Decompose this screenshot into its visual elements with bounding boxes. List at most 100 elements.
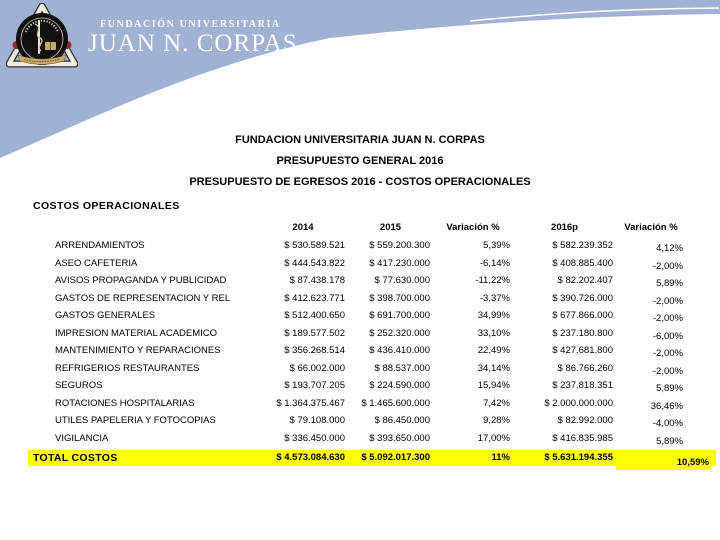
cell-y2016p: $ 2.000.000.000 — [544, 397, 613, 409]
cell-var2015: 9,28% — [483, 415, 510, 426]
total-row: TOTAL COSTOS $ 4.573.084.630 $ 5.092.017… — [28, 450, 716, 470]
table-row: MANTENIMIENTO Y REPARACIONES $ 356.268.51… — [28, 342, 716, 360]
cell-var2015: 22,49% — [477, 345, 510, 356]
cell-y2015: $ 88.537.000 — [374, 362, 430, 374]
header-2016p: 2016p — [551, 222, 578, 233]
cell-y2015: $ 1.465.600.000 — [361, 397, 430, 409]
cell-var2015: 34,14% — [477, 362, 510, 374]
cell-y2014: $ 66.002.000 — [289, 362, 345, 374]
table-row: AVISOS PROPAGANDA Y PUBLICIDAD $ 87.438.1… — [28, 272, 716, 290]
cell-var2015: 17,00% — [477, 432, 510, 444]
title-line3: PRESUPUESTO DE EGRESOS 2016 - COSTOS OPE… — [189, 176, 531, 188]
header-variacion-2015: Variación % — [446, 222, 500, 233]
cell-label: AVISOS PROPAGANDA Y PUBLICIDAD — [55, 275, 227, 286]
cell-y2015: $ 393.650.000 — [369, 432, 430, 444]
cell-var2016p: 5,89% — [656, 383, 683, 394]
cell-label: IMPRESION MATERIAL ACADEMICO — [55, 327, 218, 339]
table-row: GASTOS DE REPRESENTACION Y REL $ 412.623.… — [28, 290, 716, 308]
cell-y2014: $ 193.707.205 — [284, 380, 345, 391]
cell-y2016p: $ 237.818.351 — [552, 380, 613, 391]
cell-label: ROTACIONES HOSPITALARIAS — [55, 397, 195, 409]
brand-line1: FUNDACIÓN UNIVERSITARIA — [100, 19, 281, 30]
table-body: ARRENDAMIENTOS $ 530.589.521 $ 559.200.300… — [28, 237, 716, 447]
cell-label: ARRENDAMIENTOS — [55, 240, 145, 251]
cell-label: GASTOS GENERALES — [55, 310, 156, 321]
cell-y2016p: $ 390.726.000 — [552, 292, 613, 304]
cell-y2015: $ 417.230.000 — [369, 257, 430, 269]
cell-label: SEGUROS — [55, 380, 103, 391]
cell-y2015: $ 398.700.000 — [369, 292, 430, 304]
total-label: TOTAL COSTOS — [33, 452, 118, 464]
budget-table: 2014 2015 Variación % 2016p Variación % … — [28, 219, 716, 470]
cell-y2014: $ 87.438.178 — [289, 275, 345, 286]
cell-label: REFRIGERIOS RESTAURANTES — [55, 362, 200, 374]
cell-y2016p: $ 82.992.000 — [557, 415, 613, 426]
cell-y2015: $ 691.700.000 — [369, 310, 430, 321]
cell-label: VIGILANCIA — [55, 432, 109, 444]
header-wave-shape — [0, 7, 720, 165]
table-header-row: 2014 2015 Variación % 2016p Variación % — [28, 219, 716, 237]
table-row: IMPRESION MATERIAL ACADEMICO $ 189.577.50… — [28, 325, 716, 343]
cell-var2016p: 36,46% — [650, 400, 683, 412]
cell-y2016p: $ 408.885.400 — [552, 257, 613, 269]
cell-y2015: $ 252.320.000 — [369, 327, 430, 339]
cell-y2014: $ 530.589.521 — [284, 240, 345, 251]
cell-var2015: -6,14% — [479, 257, 510, 269]
cell-y2015: $ 77.630.000 — [374, 275, 430, 286]
cell-var2016p: -2,00% — [652, 365, 683, 377]
brand-line2: JUAN N. CORPAS — [88, 30, 298, 57]
table-row: VIGILANCIA $ 336.450.000 $ 393.650.000 17,0… — [28, 430, 716, 448]
cell-var2016p: 5,89% — [656, 278, 683, 289]
total-variacion-2016p-value: 10,59% — [616, 455, 711, 470]
total-variacion-2016p: 10,59% — [616, 450, 711, 470]
cell-var2015: 34,99% — [477, 310, 510, 321]
cell-y2015: $ 559.200.300 — [369, 240, 430, 251]
header-band: FUNDACIÓN UNIVERSITARIA JUAN N. CORPAS — [0, 0, 720, 165]
cell-y2014: $ 79.108.000 — [289, 415, 345, 426]
table-row: GASTOS GENERALES $ 512.400.650 $ 691.700.0… — [28, 307, 716, 325]
cell-y2016p: $ 416.835.985 — [552, 432, 613, 444]
cell-var2015: -11,22% — [475, 275, 510, 286]
cell-y2014: $ 444.543.822 — [284, 257, 345, 269]
cell-label: MANTENIMIENTO Y REPARACIONES — [55, 345, 221, 356]
brand-name: FUNDACIÓN UNIVERSITARIA JUAN N. CORPAS — [88, 19, 298, 58]
cell-y2014: $ 1.364.375.467 — [276, 397, 345, 409]
cell-y2016p: $ 427.681.800 — [552, 345, 613, 356]
header-variacion-2016p: Variación % — [624, 222, 678, 233]
cell-y2016p: $ 86.766.260 — [557, 362, 613, 374]
cell-var2016p: -2,00% — [652, 260, 683, 272]
cell-y2016p: $ 82.202.407 — [557, 275, 613, 286]
table-row: UTILES PAPELERIA Y FOTOCOPIAS $ 79.108.00… — [28, 412, 716, 430]
university-logo-icon — [6, 3, 78, 68]
cell-y2015: $ 224.590.000 — [369, 380, 430, 391]
table-row: SEGUROS $ 193.707.205 $ 224.590.000 15,94% $… — [28, 377, 716, 395]
cell-y2014: $ 189.577.502 — [284, 327, 345, 339]
cell-label: GASTOS DE REPRESENTACION Y REL — [55, 292, 231, 304]
cell-var2016p: -2,00% — [652, 313, 683, 324]
total-2015: $ 5.092.017.300 — [361, 452, 430, 463]
title-line2: PRESUPUESTO GENERAL 2016 — [276, 155, 444, 167]
total-2014: $ 4.573.084.630 — [276, 452, 345, 463]
cell-y2015: $ 436.410.000 — [369, 345, 430, 356]
total-2016p: $ 5.631.194.355 — [544, 452, 613, 463]
header-2015: 2015 — [379, 222, 402, 233]
table-row: ASEO CAFETERIA $ 444.543.822 $ 417.230.000… — [28, 255, 716, 273]
table-row: REFRIGERIOS RESTAURANTES $ 66.002.000 $ 88… — [28, 360, 716, 378]
cell-y2016p: $ 237.180.800 — [552, 327, 613, 339]
table-row: ROTACIONES HOSPITALARIAS $ 1.364.375.467 $… — [28, 395, 716, 413]
cell-var2015: 15,94% — [477, 380, 510, 391]
cell-var2016p: -6,00% — [652, 330, 683, 342]
cell-label: UTILES PAPELERIA Y FOTOCOPIAS — [55, 415, 216, 426]
cell-var2016p: 4,12% — [656, 243, 683, 254]
header-label — [28, 219, 258, 237]
slide-title: FUNDACION UNIVERSITARIA JUAN N. CORPAS P… — [0, 130, 720, 193]
cell-var2015: 5,39% — [483, 240, 510, 251]
cell-y2014: $ 356.268.514 — [284, 345, 345, 356]
cell-label: ASEO CAFETERIA — [55, 257, 138, 269]
header-2014: 2014 — [292, 222, 314, 233]
section-heading: COSTOS OPERACIONALES — [33, 200, 180, 212]
cell-y2014: $ 336.450.000 — [284, 432, 345, 444]
cell-var2016p: -4,00% — [652, 418, 683, 429]
cell-y2015: $ 86.450.000 — [374, 415, 430, 426]
